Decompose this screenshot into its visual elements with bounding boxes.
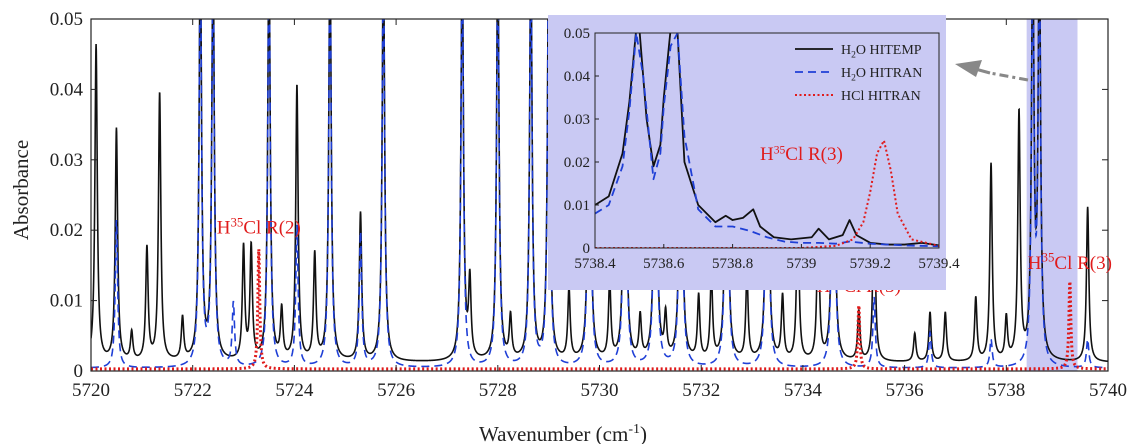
- inset-series-hcl-hitran: [595, 139, 939, 248]
- inset-x-tick-label: 5738.8: [712, 256, 753, 272]
- peak-annotation: H35Cl R(3): [1028, 251, 1112, 274]
- inset-annotations: H35Cl R(3): [760, 143, 843, 165]
- inset-peak-annotation: H35Cl R(3): [760, 143, 843, 165]
- inset-plot-frame: [594, 32, 940, 249]
- x-tick-label: 5724: [275, 380, 314, 401]
- x-tick-label: 5720: [72, 380, 110, 401]
- inset-y-tick-label: 0.01: [564, 198, 590, 214]
- inset-y-tick-label: 0.02: [564, 155, 590, 171]
- x-tick-label: 5730: [581, 380, 619, 401]
- inset-axes: 5738.4 5738.6 5738.8 5739 5739.2 5739.4 0 0.01 0…: [564, 26, 960, 272]
- peak-annotation: H35Cl R(2): [217, 216, 301, 239]
- y-tick-label: 0.05: [50, 9, 83, 30]
- y-tick-label: 0.03: [50, 150, 83, 171]
- legend-label: HCl HITRAN: [841, 89, 921, 104]
- inset-x-tick-label: 5739: [786, 256, 816, 272]
- legend-label: H2O HITRAN: [841, 66, 922, 84]
- inset-y-tick-label: 0.05: [564, 26, 590, 42]
- inset-x-tick-label: 5739.2: [850, 256, 891, 272]
- inset-x-tick-label: 5738.4: [574, 256, 616, 272]
- x-tick-label: 5726: [377, 380, 415, 401]
- zoom-arrow: [955, 60, 1029, 82]
- inset-series-h2o-hitemp: [595, 33, 939, 247]
- main-series-h2o-hitran: [91, 19, 1108, 369]
- inset-series-group: [595, 33, 939, 248]
- inset-x-tick-label: 5739.4: [918, 256, 960, 272]
- x-tick-label: 5734: [784, 380, 823, 401]
- x-tick-label: 5732: [682, 380, 720, 401]
- x-tick-label: 5728: [479, 380, 517, 401]
- inset-y-tick-label: 0.04: [564, 69, 591, 85]
- inset-x-tick-label: 5738.6: [643, 256, 685, 272]
- y-tick-label: 0.04: [50, 79, 84, 100]
- main-series-h2o-hitemp: [91, 19, 1108, 363]
- legend-label: H2O HITEMP: [841, 43, 922, 61]
- x-tick-label: 5740: [1089, 380, 1127, 401]
- y-tick-label: 0: [74, 361, 84, 382]
- inset-legend: H2O HITEMP H2O HITRAN HCl HITRAN: [795, 43, 922, 104]
- main-axes: 5720 5722 5724 5726 5728 5730 5732 5734 5736 5738…: [50, 9, 1127, 401]
- x-tick-label: 5738: [987, 380, 1025, 401]
- y-axis-title: Absorbance: [9, 140, 33, 240]
- x-axis-title: Wavenumber (cm-1): [479, 422, 647, 444]
- inset-series-h2o-hitran: [595, 33, 939, 248]
- y-tick-label: 0.01: [50, 291, 83, 312]
- inset-plot-area: [595, 33, 939, 248]
- inset-y-tick-label: 0.03: [564, 112, 590, 128]
- inset-y-tick-label: 0: [583, 241, 591, 257]
- x-tick-label: 5736: [886, 380, 924, 401]
- x-tick-label: 5722: [174, 380, 212, 401]
- y-tick-label: 0.02: [50, 220, 83, 241]
